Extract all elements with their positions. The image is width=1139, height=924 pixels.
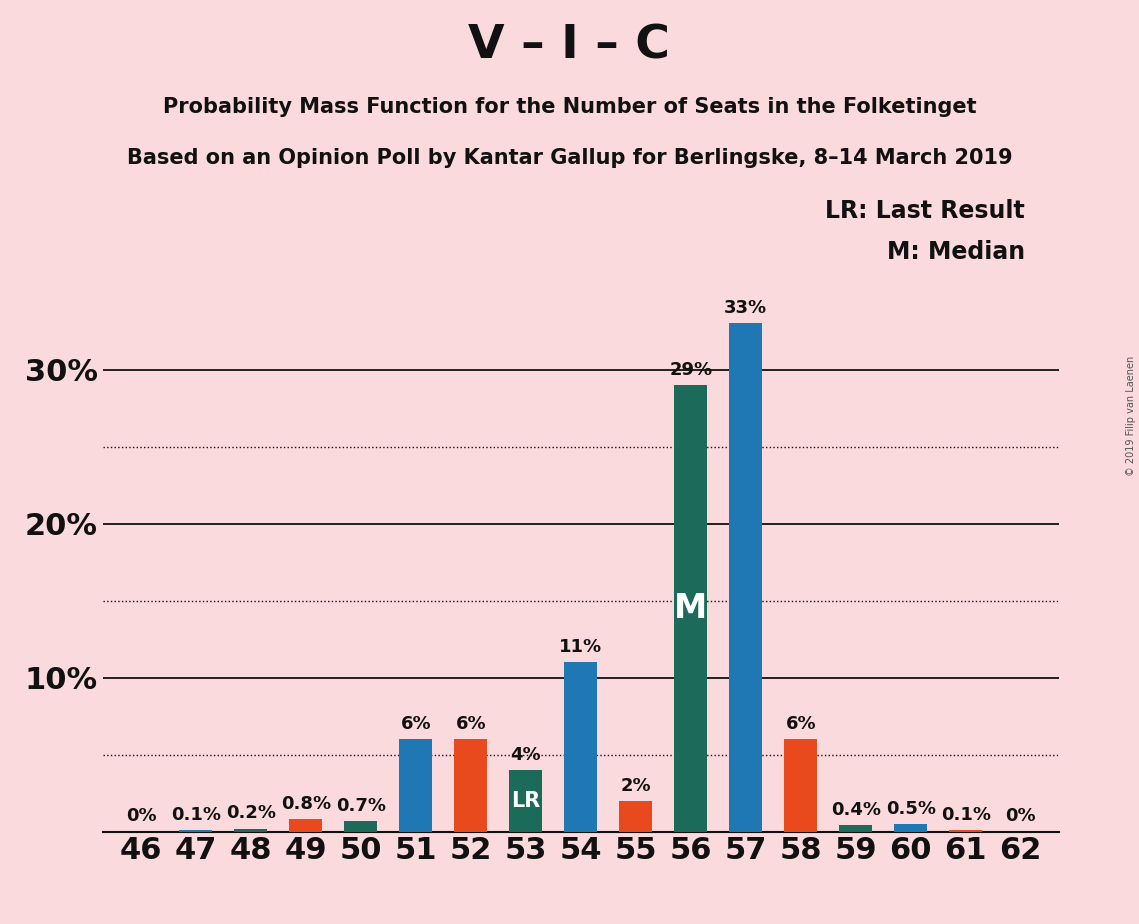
- Bar: [620, 801, 653, 832]
- Text: 6%: 6%: [786, 715, 817, 733]
- Bar: [565, 663, 597, 832]
- Bar: [674, 385, 707, 832]
- Text: 0.8%: 0.8%: [281, 796, 331, 813]
- Text: © 2019 Filip van Laenen: © 2019 Filip van Laenen: [1126, 356, 1136, 476]
- Text: 0.1%: 0.1%: [941, 806, 991, 824]
- Bar: [729, 323, 762, 832]
- Text: LR: Last Result: LR: Last Result: [826, 199, 1025, 223]
- Text: Probability Mass Function for the Number of Seats in the Folketinget: Probability Mass Function for the Number…: [163, 97, 976, 117]
- Text: 4%: 4%: [510, 746, 541, 764]
- Bar: [400, 739, 433, 832]
- Text: 0.5%: 0.5%: [886, 800, 936, 818]
- Text: Based on an Opinion Poll by Kantar Gallup for Berlingske, 8–14 March 2019: Based on an Opinion Poll by Kantar Gallu…: [126, 148, 1013, 168]
- Text: 0%: 0%: [125, 808, 156, 825]
- Text: M: M: [674, 591, 707, 625]
- Bar: [454, 739, 487, 832]
- Bar: [235, 829, 268, 832]
- Bar: [344, 821, 377, 832]
- Bar: [839, 825, 872, 832]
- Text: 2%: 2%: [621, 777, 652, 795]
- Bar: [949, 830, 982, 832]
- Bar: [180, 830, 213, 832]
- Text: 6%: 6%: [456, 715, 486, 733]
- Text: 0%: 0%: [1006, 808, 1036, 825]
- Text: 33%: 33%: [724, 299, 768, 317]
- Text: 0.1%: 0.1%: [171, 806, 221, 824]
- Bar: [289, 820, 322, 832]
- Text: LR: LR: [511, 791, 541, 810]
- Bar: [785, 739, 818, 832]
- Text: M: Median: M: Median: [887, 240, 1025, 264]
- Bar: [894, 824, 927, 832]
- Text: 0.7%: 0.7%: [336, 796, 386, 815]
- Text: 0.4%: 0.4%: [830, 801, 880, 820]
- Text: 6%: 6%: [401, 715, 432, 733]
- Text: V – I – C: V – I – C: [468, 23, 671, 68]
- Bar: [509, 770, 542, 832]
- Text: 29%: 29%: [670, 361, 712, 379]
- Text: 11%: 11%: [559, 638, 603, 656]
- Text: 0.2%: 0.2%: [226, 805, 276, 822]
